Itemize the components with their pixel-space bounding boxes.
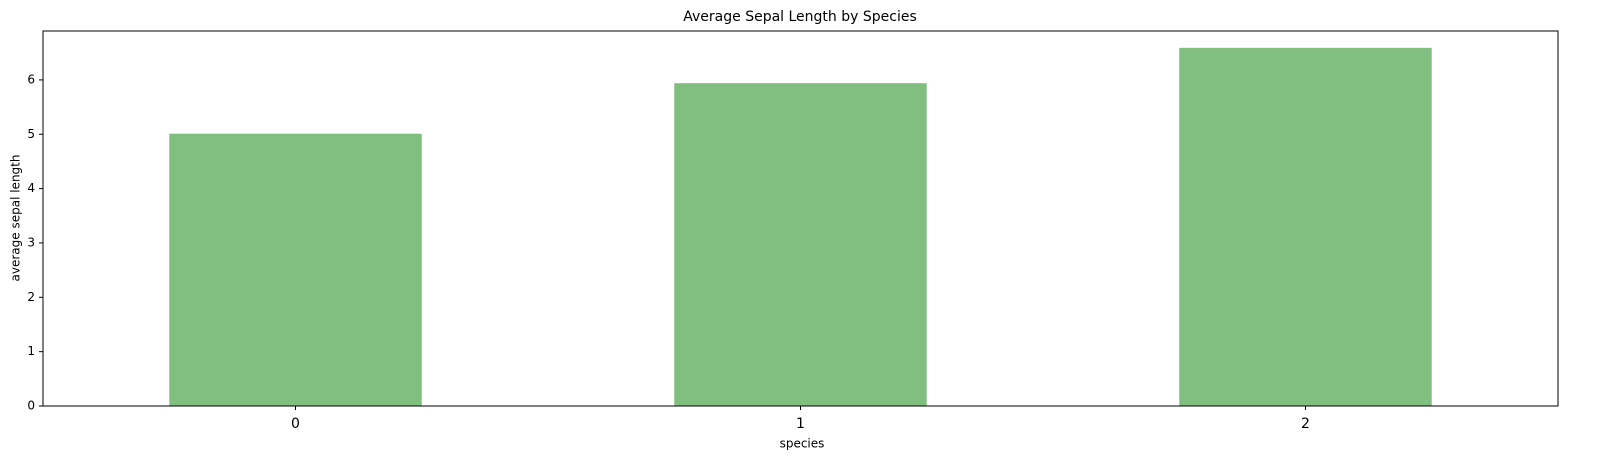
y-tick-label: 3	[27, 235, 35, 249]
plot-frame	[42, 30, 1559, 407]
y-tick-label: 1	[27, 344, 35, 358]
y-tick-label: 4	[27, 181, 35, 195]
y-tick-label: 5	[27, 127, 35, 141]
y-tick-label: 0	[27, 399, 35, 413]
x-tick-label: 0	[291, 416, 300, 432]
x-tick-label: 1	[796, 416, 805, 432]
x-axis-label: species	[780, 437, 825, 451]
y-tick-label: 2	[27, 290, 35, 304]
y-axis-label: average sepal length	[9, 155, 23, 282]
x-tick-label: 2	[1301, 416, 1310, 432]
y-tick-label: 6	[27, 72, 35, 86]
bar	[169, 133, 422, 406]
bar	[674, 83, 927, 406]
bar	[1179, 47, 1432, 406]
chart-title: Average Sepal Length by Species	[683, 9, 917, 25]
